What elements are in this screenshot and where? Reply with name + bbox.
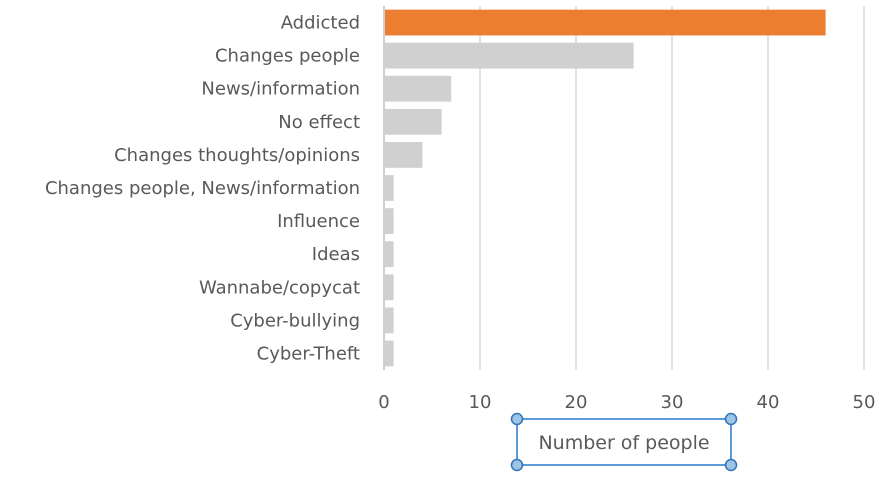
bar-11[interactable] [385, 340, 394, 367]
bar-10[interactable] [385, 307, 394, 334]
category-label: Addicted [281, 13, 360, 34]
bar-5[interactable] [385, 142, 423, 168]
category-label: Changes people [215, 46, 360, 67]
category-label: Influence [277, 211, 360, 232]
category-labels: Addicted Changes people News/information No… [45, 13, 360, 365]
x-tick-label: 30 [661, 392, 684, 413]
bar-1[interactable] [385, 9, 826, 36]
x-axis-title[interactable]: Number of people [538, 432, 709, 454]
x-axis-title-group[interactable]: Number of people [510, 412, 738, 472]
x-tick-label: 0 [378, 392, 389, 413]
x-tick-label: 10 [469, 392, 492, 413]
category-label: Ideas [312, 244, 360, 265]
bar-6[interactable] [385, 175, 394, 201]
category-label: Cyber-Theft [257, 343, 360, 364]
bar-9[interactable] [385, 274, 394, 301]
x-tick-label: 40 [757, 392, 780, 413]
category-label: No effect [278, 112, 360, 133]
category-label: Changes thoughts/opinions [114, 145, 360, 166]
bars [385, 9, 826, 367]
resize-handle-bottom-right[interactable] [724, 458, 738, 472]
resize-handle-top-right[interactable] [724, 412, 738, 426]
category-label: Wannabe/copycat [199, 277, 360, 298]
x-axis-title-selection-box[interactable] [516, 418, 732, 466]
resize-handle-top-left[interactable] [510, 412, 524, 426]
x-tick-labels: 0 10 20 30 40 50 [378, 392, 875, 413]
bar-3[interactable] [385, 75, 452, 102]
category-label: News/information [201, 79, 360, 100]
bar-2[interactable] [385, 42, 634, 69]
resize-handle-bottom-left[interactable] [510, 458, 524, 472]
x-tick-label: 20 [565, 392, 588, 413]
bar-8[interactable] [385, 241, 394, 268]
bar-7[interactable] [385, 208, 394, 234]
category-label: Changes people, News/information [45, 178, 360, 199]
bar-4[interactable] [385, 108, 442, 135]
x-tick-label: 50 [853, 392, 876, 413]
category-label: Cyber-bullying [230, 310, 360, 331]
